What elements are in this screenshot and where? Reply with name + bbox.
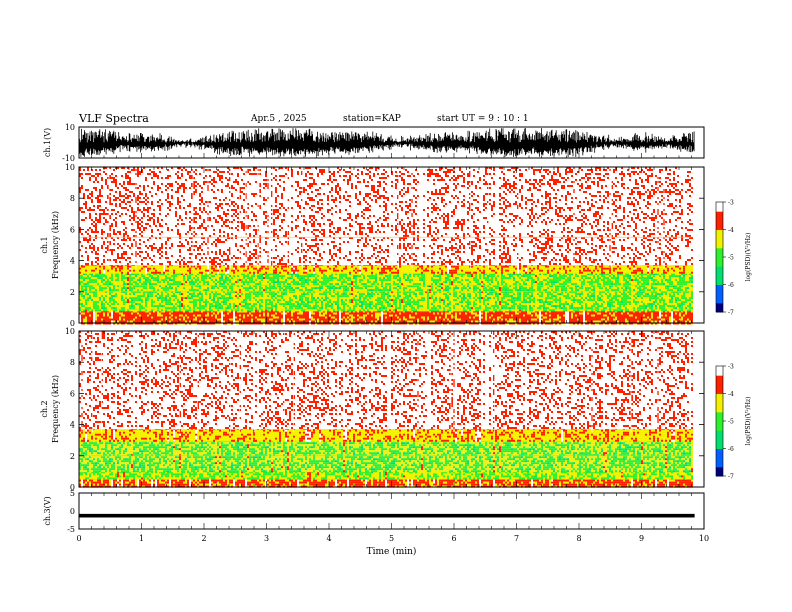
time-xtick-label: 5 bbox=[389, 534, 394, 543]
ch2-ytick-label: 6 bbox=[70, 389, 75, 398]
ch2-ytick-label: 4 bbox=[70, 421, 75, 430]
ch1-ylabel: ch.1(V) bbox=[43, 128, 52, 157]
ch2-colorbar: -3 -4 -5 -6 -7 log(PSD)(V²/Hz) bbox=[716, 364, 752, 481]
ch1-colorbar-tick-label: -6 bbox=[728, 282, 734, 289]
ch1-ytick-label: 10 bbox=[65, 123, 75, 132]
time-xtick-label: 3 bbox=[264, 534, 269, 543]
ch1-colorbar-tick-label: -7 bbox=[728, 310, 734, 317]
ch1-spectrogram-image bbox=[79, 167, 693, 325]
ch2-spectrogram-image bbox=[79, 331, 693, 488]
time-xtick-label: 1 bbox=[139, 534, 144, 543]
ch3-ytick-label: 0 bbox=[70, 507, 75, 516]
ch1-ylabel-frequency: Frequency (kHz) bbox=[51, 211, 60, 279]
time-xtick-label: 7 bbox=[514, 534, 519, 543]
ch1-colorbar-tick-label: -3 bbox=[728, 200, 734, 207]
ch1-ytick-label: 4 bbox=[70, 257, 75, 266]
ch1-waveform-line bbox=[80, 128, 695, 157]
ch1-ylabel-channel: ch.1 bbox=[40, 236, 49, 253]
ch2-colorbar-tick-label: -7 bbox=[728, 474, 734, 481]
ch1-colorbar: -3 -4 -5 -6 -7 log(PSD)(V²/Hz) bbox=[716, 200, 752, 317]
ch2-colorbar-tick-label: -6 bbox=[728, 446, 734, 453]
time-xtick-label: 10 bbox=[699, 534, 709, 543]
ch1-colorbar-tick-label: -4 bbox=[728, 227, 734, 234]
ch2-colorbar-tick-label: -5 bbox=[728, 419, 734, 426]
time-xtick-label: 4 bbox=[326, 534, 331, 543]
ch1-ytick-label: 8 bbox=[70, 194, 75, 203]
ch2-ytick-label: 2 bbox=[70, 452, 75, 461]
ch1-ytick-label: 6 bbox=[70, 225, 75, 234]
vlf-spectra-figure: 10-10ch.1(V)0246810ch.1 Frequency (kHz)-3… bbox=[0, 0, 792, 612]
ch3-waveform-line bbox=[79, 514, 695, 518]
ch2-ylabel-frequency: Frequency (kHz) bbox=[51, 375, 60, 443]
ch2-ytick-label: 8 bbox=[70, 358, 75, 367]
ch1-ytick-label: -10 bbox=[62, 154, 75, 163]
ch1-colorbar-tick-label: -5 bbox=[728, 255, 734, 262]
ch2-ylabel-channel: ch.2 bbox=[40, 400, 49, 417]
ch1-colorbar-label: log(PSD)(V²/Hz) bbox=[745, 233, 752, 282]
ch2-colorbar-tick-label: -4 bbox=[728, 391, 734, 398]
ch1-ytick-label: 10 bbox=[65, 163, 75, 172]
ch2-colorbar-label: log(PSD)(V²/Hz) bbox=[745, 397, 752, 446]
time-xtick-label: 9 bbox=[639, 534, 644, 543]
time-axis-label: Time (min) bbox=[367, 546, 417, 557]
time-xtick-label: 6 bbox=[451, 534, 456, 543]
time-xtick-label: 8 bbox=[576, 534, 581, 543]
ch3-ytick-label: -5 bbox=[67, 525, 75, 534]
time-xtick-label: 0 bbox=[76, 534, 81, 543]
ch1-ytick-label: 2 bbox=[70, 288, 75, 297]
time-xtick-label: 2 bbox=[201, 534, 206, 543]
ch3-ytick-label: 5 bbox=[70, 489, 75, 498]
ch3-ylabel: ch.3(V) bbox=[43, 496, 52, 525]
ch1-waveform-panel: 10 -10 ch.1(V) bbox=[43, 123, 704, 163]
ch2-colorbar-tick-label: -3 bbox=[728, 364, 734, 371]
ch2-ytick-label: 10 bbox=[65, 327, 75, 336]
